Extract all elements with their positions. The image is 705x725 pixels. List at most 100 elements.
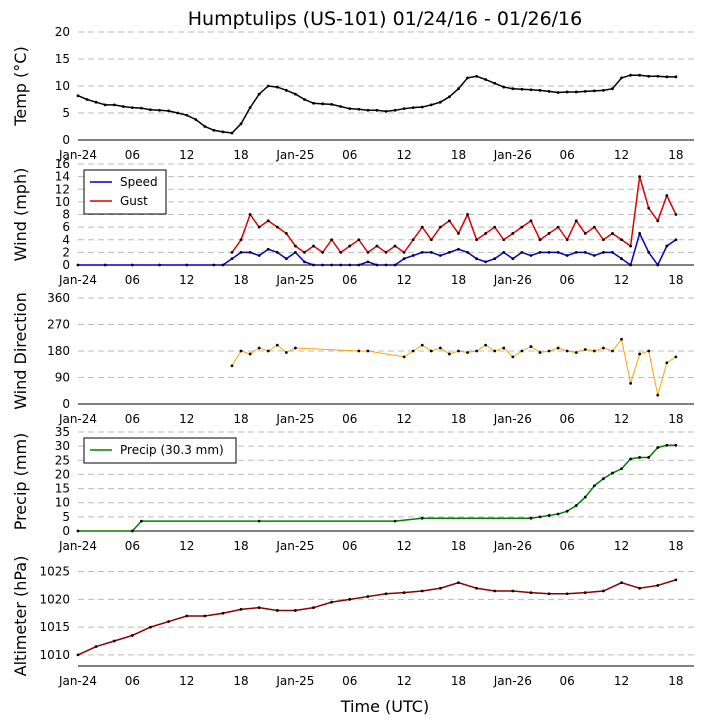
temp-x-tick-label: Jan-25 — [275, 148, 314, 162]
dir-point — [583, 348, 587, 351]
wind-point — [538, 250, 542, 254]
temp-point — [130, 106, 134, 109]
temp-point — [194, 118, 198, 121]
wind-point — [221, 263, 225, 267]
wind-point — [448, 219, 451, 223]
temp-series-temp — [77, 74, 676, 134]
temp-point — [348, 107, 352, 111]
precip-x-tick-label: 06 — [560, 539, 575, 553]
precip-point — [583, 495, 587, 499]
dir-point — [466, 351, 469, 354]
temp-point — [647, 74, 651, 78]
dir-point — [402, 355, 406, 359]
wind-point — [321, 263, 324, 267]
dir-y-tick-label: 360 — [47, 291, 70, 305]
dir-point — [294, 346, 297, 350]
alt-y-tick-label: 1015 — [39, 620, 70, 634]
alt-x-tick-label: Jan-26 — [493, 674, 532, 688]
temp-point — [457, 87, 460, 91]
dir-x-tick-label: 06 — [125, 412, 140, 426]
wind-point — [321, 250, 324, 254]
wind-point — [248, 250, 252, 254]
temp-point — [257, 92, 261, 96]
wind-point — [303, 260, 306, 264]
wind-point — [484, 232, 488, 235]
precip-y-tick-label: 5 — [62, 510, 70, 524]
temp-point — [411, 106, 415, 109]
wind-y-axis-label: Wind (mph) — [11, 168, 30, 262]
temp-point — [665, 75, 669, 79]
temp-point — [393, 108, 397, 112]
wind-point — [339, 263, 343, 267]
wind-series-gust — [231, 176, 677, 254]
temp-point — [602, 88, 605, 92]
dir-x-tick-label: Jan-24 — [58, 412, 97, 426]
temp-point — [284, 88, 288, 92]
precip-point — [647, 456, 651, 459]
temp-y-tick-label: 0 — [62, 133, 70, 147]
wind-point — [538, 238, 542, 242]
wind-point — [475, 238, 478, 242]
wind-point — [420, 225, 424, 229]
wind-point — [266, 247, 270, 251]
wind-point — [357, 263, 361, 267]
wind-point — [375, 244, 379, 248]
wind-point — [520, 250, 524, 254]
dir-x-tick-label: 18 — [668, 412, 683, 426]
alt-point — [547, 592, 551, 596]
temp-point — [574, 90, 578, 94]
temp-point — [230, 131, 234, 135]
temp-point — [511, 87, 515, 91]
wind-point — [529, 219, 533, 223]
wind-point — [611, 250, 614, 254]
wind-point — [493, 225, 497, 229]
precip-point — [629, 457, 632, 461]
alt-series-altimeter — [77, 579, 677, 656]
wind-point — [257, 254, 261, 257]
alt-point — [420, 589, 424, 593]
dir-y-tick-label: 270 — [47, 318, 70, 332]
alt-point — [348, 597, 352, 601]
precip-legend-label: Precip (30.3 mm) — [120, 443, 224, 457]
wind-point — [284, 257, 288, 261]
temp-y-tick-label: 5 — [62, 106, 70, 120]
wind-point — [384, 250, 388, 254]
wind-point — [438, 254, 442, 257]
precip-legend: Precip (30.3 mm) — [83, 437, 237, 464]
dir-point — [611, 349, 614, 353]
wind-point — [638, 175, 642, 179]
wind-point — [520, 225, 524, 229]
alt-x-tick-label: 18 — [233, 674, 248, 688]
wind-legend: Speed Gust — [83, 169, 167, 215]
dir-point — [266, 349, 270, 353]
temp-point — [674, 75, 678, 79]
alt-y-tick-label: 1010 — [39, 648, 70, 662]
temp-point — [103, 103, 107, 107]
dir-x-tick-label: Jan-25 — [275, 412, 314, 426]
precip-point — [420, 516, 424, 520]
wind-point — [466, 250, 469, 254]
wind-point — [239, 250, 243, 254]
chart-title: Humptulips (US-101) 01/24/16 - 01/26/16 — [188, 8, 583, 30]
dir-point — [366, 349, 370, 353]
temp-point — [76, 94, 80, 98]
wind-point — [76, 263, 80, 267]
wind-x-tick-label: 12 — [614, 273, 629, 287]
dir-point — [529, 345, 533, 348]
dir-point — [493, 349, 497, 353]
temp-y-tick-label: 10 — [55, 79, 70, 93]
dir-panel: 0 90 180 270 360 Jan-24 06 12 18 Jan-25 06 12 18 Jan-… — [11, 291, 694, 426]
precip-x-tick-label: 12 — [179, 539, 194, 553]
alt-point — [239, 607, 243, 611]
wind-point — [294, 244, 297, 248]
dir-point — [547, 349, 551, 353]
wind-y-tick-label: 10 — [55, 195, 70, 209]
wind-point — [230, 250, 234, 254]
temp-point — [629, 73, 632, 77]
wind-point — [420, 250, 424, 254]
wind-point — [665, 194, 669, 197]
temp-point — [520, 87, 524, 91]
wind-point — [384, 263, 388, 267]
alt-point — [330, 600, 334, 604]
